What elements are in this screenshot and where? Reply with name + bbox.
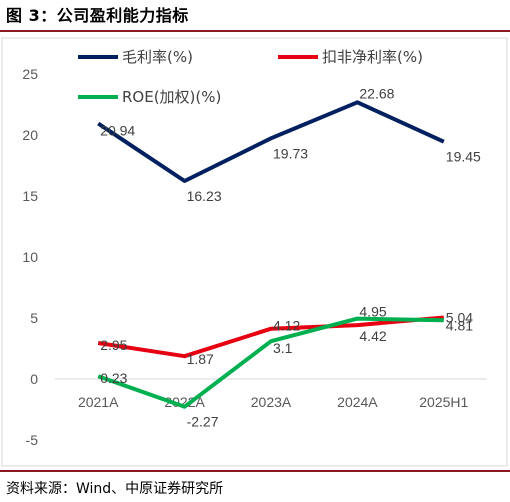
y-tick-label: 0	[30, 371, 38, 387]
y-tick-label: -5	[26, 432, 39, 448]
series-line	[97, 316, 444, 409]
top-divider	[0, 30, 510, 32]
data-label: 4.12	[273, 318, 300, 334]
data-label: 0.23	[100, 370, 127, 386]
source-note: 资料来源：Wind、中原证券研究所	[6, 481, 224, 497]
data-label: 3.1	[273, 340, 293, 356]
data-label: 16.23	[187, 188, 222, 204]
legend-entry: 毛利率(%)	[122, 48, 193, 66]
legend-entry: ROE(加权)(%)	[122, 88, 221, 106]
x-tick-label: 2023A	[251, 394, 292, 410]
data-label: 4.95	[359, 304, 386, 320]
chart-title: 图 3：公司盈利能力指标	[6, 6, 189, 25]
y-tick-label: 15	[22, 188, 38, 204]
y-tick-label: 20	[22, 127, 38, 143]
series-line	[97, 100, 445, 183]
data-label: 1.87	[187, 351, 214, 367]
data-label: 4.42	[359, 328, 386, 344]
data-label: 20.94	[100, 123, 135, 139]
data-label: 19.73	[273, 145, 308, 161]
x-tick-label: 2024A	[337, 394, 378, 410]
y-tick-label: 5	[30, 310, 38, 326]
series-line	[97, 315, 444, 359]
bottom-divider	[0, 470, 510, 472]
x-tick-label: 2021A	[78, 394, 119, 410]
legend-entry: 扣非净利率(%)	[322, 48, 423, 66]
data-label: 22.68	[359, 85, 394, 101]
y-tick-label: 25	[22, 66, 38, 82]
x-tick-label: 2025H1	[419, 394, 468, 410]
data-label: 19.45	[446, 149, 481, 165]
data-label: 2.95	[100, 337, 127, 353]
data-label: 4.81	[446, 317, 473, 333]
y-tick-label: 10	[22, 249, 38, 265]
data-label: -2.27	[187, 414, 219, 430]
data-label: 5.04	[446, 310, 473, 326]
plot-frame	[1, 37, 508, 467]
